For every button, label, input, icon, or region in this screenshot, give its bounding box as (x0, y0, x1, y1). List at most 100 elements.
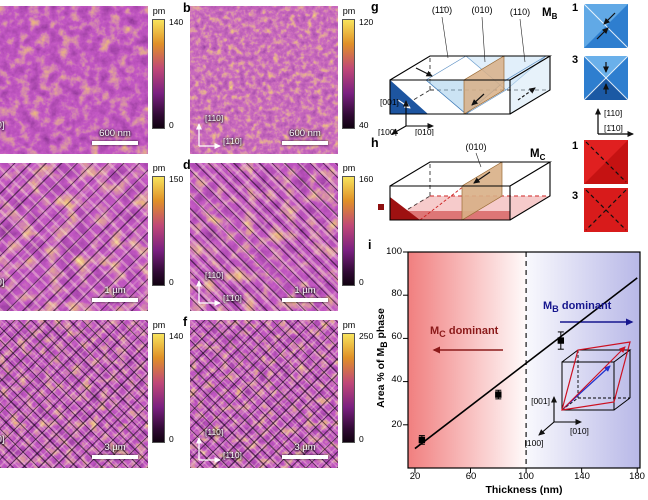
inset-axis-100: [100] (525, 438, 544, 448)
inset-axis-001: [001] (531, 396, 550, 406)
scalebar-label: 3 µm (294, 442, 316, 453)
plane-label-010: (010) (465, 142, 486, 152)
panel-letter-b: b (183, 1, 191, 15)
colorbar-gradient (152, 19, 165, 129)
y-tick-label: 20 (391, 419, 402, 430)
axis-arrow-100 (391, 125, 407, 135)
colorbar-max: 140 (169, 331, 184, 341)
panel-letter-g: g (371, 0, 379, 14)
direction-label: [110] (0, 277, 5, 287)
polarization-arrow (473, 171, 491, 184)
dark-blue-domain (390, 80, 428, 114)
x-tick-label: 140 (574, 471, 590, 482)
colorbar-unit: pm (152, 6, 166, 16)
direction-label-h: [1̄10] (223, 450, 242, 460)
polarization-arrow-dashed (517, 87, 536, 101)
mc-unit-cell-schematic: (010) MC (378, 142, 552, 221)
colorbar-unit: pm (342, 6, 356, 16)
panel-letter-h: h (371, 136, 379, 150)
inset-axes: [110] [1̄10] (595, 108, 634, 137)
mb-domain-pattern-3 (584, 56, 628, 100)
colorbar-f: pm 250 0 (342, 320, 376, 456)
y-tick-label: 80 (391, 288, 402, 299)
scalebar-label: 3 µm (104, 442, 126, 453)
mb-unit-cell-schematic: (11̄0) (010) (110) MB [001] [100] [010] (378, 5, 558, 136)
y-tick-label: 60 (391, 331, 402, 342)
scalebar (282, 298, 328, 302)
colorbar-max: 160 (359, 174, 374, 184)
colorbar-b: pm 120 40 (342, 6, 376, 142)
colorbar-c: pm 150 0 (152, 163, 186, 299)
direction-label-v: [110] (205, 270, 224, 280)
colorbar-min: 0 (359, 277, 364, 287)
colorbar-max: 250 (359, 331, 374, 341)
axis-label-100: [100] (378, 127, 397, 136)
x-tick-label: 100 (518, 471, 534, 482)
colorbar-min: 40 (359, 120, 369, 130)
box-outline (389, 161, 552, 221)
red-marker (378, 204, 384, 210)
direction-label-v: [110] (205, 427, 224, 437)
scalebar (92, 141, 138, 145)
scalebar (282, 455, 328, 459)
scalebar (92, 455, 138, 459)
mb-domain-pattern-1 (584, 4, 628, 48)
plane-label-110bar: (11̄0) (432, 5, 452, 15)
axes-arrows-icon (196, 280, 221, 306)
dark-red-domain (390, 197, 420, 220)
plane-label-010: (010) (471, 5, 492, 15)
right-face-tint (510, 56, 550, 114)
label-leader (475, 152, 482, 168)
crystal-axes: [110] [1̄10] (194, 113, 264, 150)
colorbar-min: 0 (359, 434, 364, 444)
phase-label-mc: MC (530, 148, 546, 162)
phase-label-mb: MB (542, 7, 558, 21)
afm-image-b: [110] [1̄10] 600 nm (190, 6, 338, 154)
colorbar-gradient (342, 19, 355, 129)
colorbar-a: pm 140 0 (152, 6, 186, 142)
scalebar-label: 1 µm (104, 285, 126, 296)
inset-number: 1 (572, 2, 579, 14)
scalebar (282, 141, 328, 145)
direction-label: [110] (0, 434, 5, 444)
inset-number: 1 (572, 140, 579, 152)
scalebar-label: 1 µm (294, 285, 316, 296)
scalebar-label: 600 nm (99, 128, 131, 139)
x-tick-label: 20 (409, 471, 421, 482)
inset-number: 3 (572, 190, 579, 202)
axis-label-110: [110] (604, 108, 622, 118)
colorbar-max: 140 (169, 17, 184, 27)
phase-fraction-chart: i [001] [010] [100] Ar (366, 238, 648, 500)
mc-domain-pattern-3 (584, 188, 628, 232)
colorbar-unit: pm (152, 320, 166, 330)
data-point (418, 436, 426, 444)
crystal-axes: [110] [1̄10] (194, 270, 264, 307)
colorbar-e: pm 140 0 (152, 320, 186, 456)
direction-label-v: [110] (205, 113, 224, 123)
afm-texture (190, 6, 338, 154)
box-outline (389, 55, 552, 115)
axis-label-001: [001] (380, 97, 399, 107)
x-tick-label: 60 (465, 471, 477, 482)
mc-dominant-region (408, 252, 526, 468)
chart-inset-cell: [001] [010] [100] (525, 341, 632, 448)
colorbar-max: 150 (169, 174, 184, 184)
axes-arrows-icon (196, 123, 221, 149)
panel-letter-d: d (183, 158, 191, 172)
colorbar-gradient (342, 176, 355, 286)
polarization-arrow (415, 67, 433, 77)
inset-axis-010: [010] (570, 426, 589, 436)
colorbar-unit: pm (342, 320, 356, 330)
chart-canvas: [001] [010] [100] (403, 251, 641, 473)
colorbar-unit: pm (342, 163, 356, 173)
domain-arrow (603, 12, 616, 25)
data-point (495, 391, 502, 398)
colorbar-min: 0 (169, 120, 174, 130)
afm-image-a: [110] 600 nm (0, 6, 148, 154)
axes-arrows-icon (196, 437, 221, 463)
scalebar (92, 298, 138, 302)
direction-label-h: [1̄10] (223, 136, 242, 146)
axis-label-1bar10: [1̄10] (604, 123, 623, 133)
afm-texture (0, 6, 148, 154)
